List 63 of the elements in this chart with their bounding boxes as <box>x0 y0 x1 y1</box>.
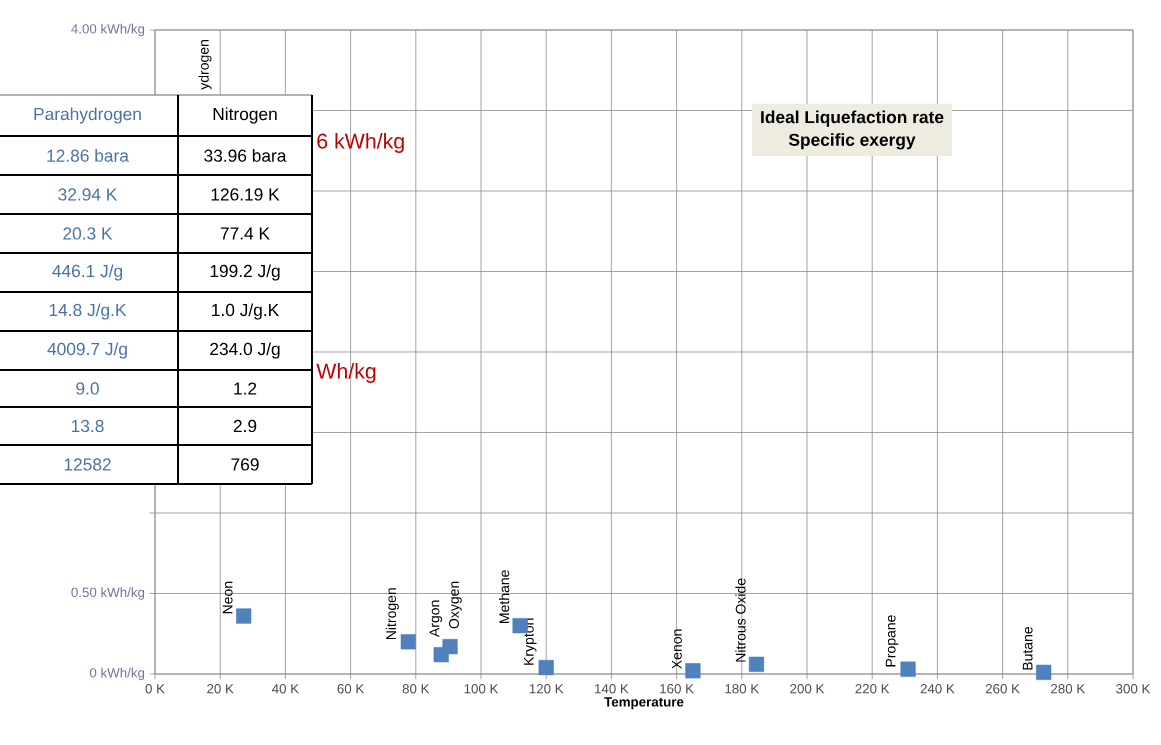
text: 9.0 <box>76 382 99 395</box>
annotation: Xenon <box>672 629 682 669</box>
category-label: Nitrogen <box>213 107 277 124</box>
text: 12582 <box>64 458 111 471</box>
annotation: Butane <box>1022 627 1033 670</box>
x-tick-label: 0 K <box>145 684 165 694</box>
x-tick-label: 140 K <box>595 684 629 694</box>
annotation: 6 kWh/kg <box>317 133 404 153</box>
text: 126.19 K <box>211 188 280 201</box>
x-tick-label: 60 K <box>337 684 365 694</box>
x-tick-label: 120 K <box>529 684 564 694</box>
x-tick-label: 240 K <box>920 684 955 694</box>
annotation: Neon <box>222 581 233 614</box>
annotation: Nitrous Oxide <box>735 578 746 662</box>
text: 446.1 J/g <box>52 264 123 281</box>
text: 12.86 bara <box>47 149 129 162</box>
text: Specific exergy <box>788 133 916 150</box>
x-tick-label: 100 K <box>464 684 499 694</box>
x-axis-title: Temperature <box>604 697 684 710</box>
point <box>748 656 765 672</box>
point <box>236 608 252 624</box>
x-tick-label: 220 K <box>855 684 890 694</box>
text: 769 <box>231 458 259 471</box>
point <box>685 663 701 679</box>
text: 2.9 <box>233 419 257 433</box>
x-tick-label: 200 K <box>790 684 825 694</box>
text: 14.8 J/g.K <box>49 303 127 320</box>
x-tick-label: 40 K <box>272 684 299 694</box>
x-tick-label: 20 K <box>207 684 234 694</box>
y-tick-label: 0.50 kWh/kg <box>71 587 145 600</box>
text: Ideal Liquefaction rate <box>761 110 944 127</box>
point <box>900 661 916 677</box>
y-tick-label: 4.00 kWh/kg <box>71 23 145 37</box>
text: 13.8 <box>71 419 104 433</box>
text: 1.0 J/g.K <box>212 303 280 320</box>
text: 234.0 J/g <box>210 342 280 359</box>
text: 4009.7 J/g <box>47 342 127 359</box>
annotation: Wh/kg <box>316 363 376 383</box>
x-tick-label: 280 K <box>1051 684 1086 694</box>
text: 77.4 K <box>220 227 270 240</box>
y-tick-label: 0 kWh/kg <box>89 667 145 681</box>
x-tick-label: 180 K <box>725 684 760 694</box>
text: 1.2 <box>234 382 257 395</box>
annotation: Oxygen <box>449 581 462 629</box>
point <box>538 659 554 676</box>
annotation: Krypton <box>523 618 537 665</box>
x-tick-label: 160 K <box>660 684 694 694</box>
text: 199.2 J/g <box>210 264 280 281</box>
x-tick-label: 80 K <box>402 684 430 694</box>
annotation: Nitrogen <box>385 588 399 640</box>
annotation: Methane <box>498 570 510 623</box>
point <box>1036 664 1052 680</box>
annotation: Argon <box>429 600 443 638</box>
text: 32.94 K <box>58 188 118 201</box>
x-tick-label: 300 K <box>1116 684 1151 694</box>
point <box>400 634 416 650</box>
annotation: ydrogen <box>198 40 212 90</box>
category-label: Parahydrogen <box>34 107 141 124</box>
text: 20.3 K <box>63 227 113 240</box>
annotation: Propane <box>885 615 899 667</box>
point <box>442 639 458 655</box>
x-tick-label: 260 K <box>985 684 1020 694</box>
text: 33.96 bara <box>204 149 287 162</box>
